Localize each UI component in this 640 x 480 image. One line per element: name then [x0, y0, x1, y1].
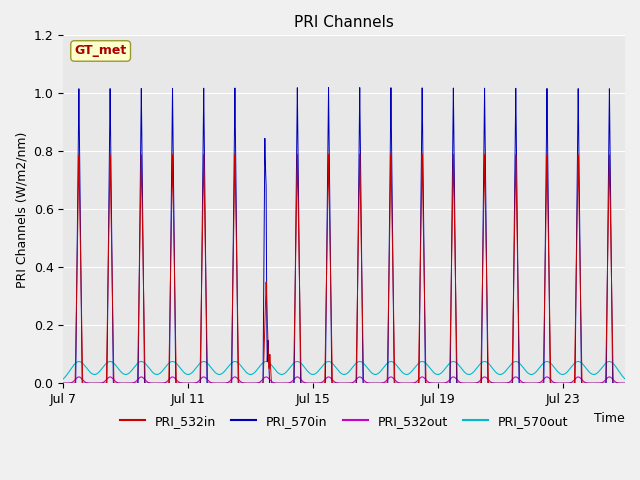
- Title: PRI Channels: PRI Channels: [294, 15, 394, 30]
- Legend: PRI_532in, PRI_570in, PRI_532out, PRI_570out: PRI_532in, PRI_570in, PRI_532out, PRI_57…: [115, 410, 573, 433]
- X-axis label: Time: Time: [595, 411, 625, 425]
- Text: GT_met: GT_met: [74, 45, 127, 58]
- Y-axis label: PRI Channels (W/m2/nm): PRI Channels (W/m2/nm): [15, 131, 28, 288]
